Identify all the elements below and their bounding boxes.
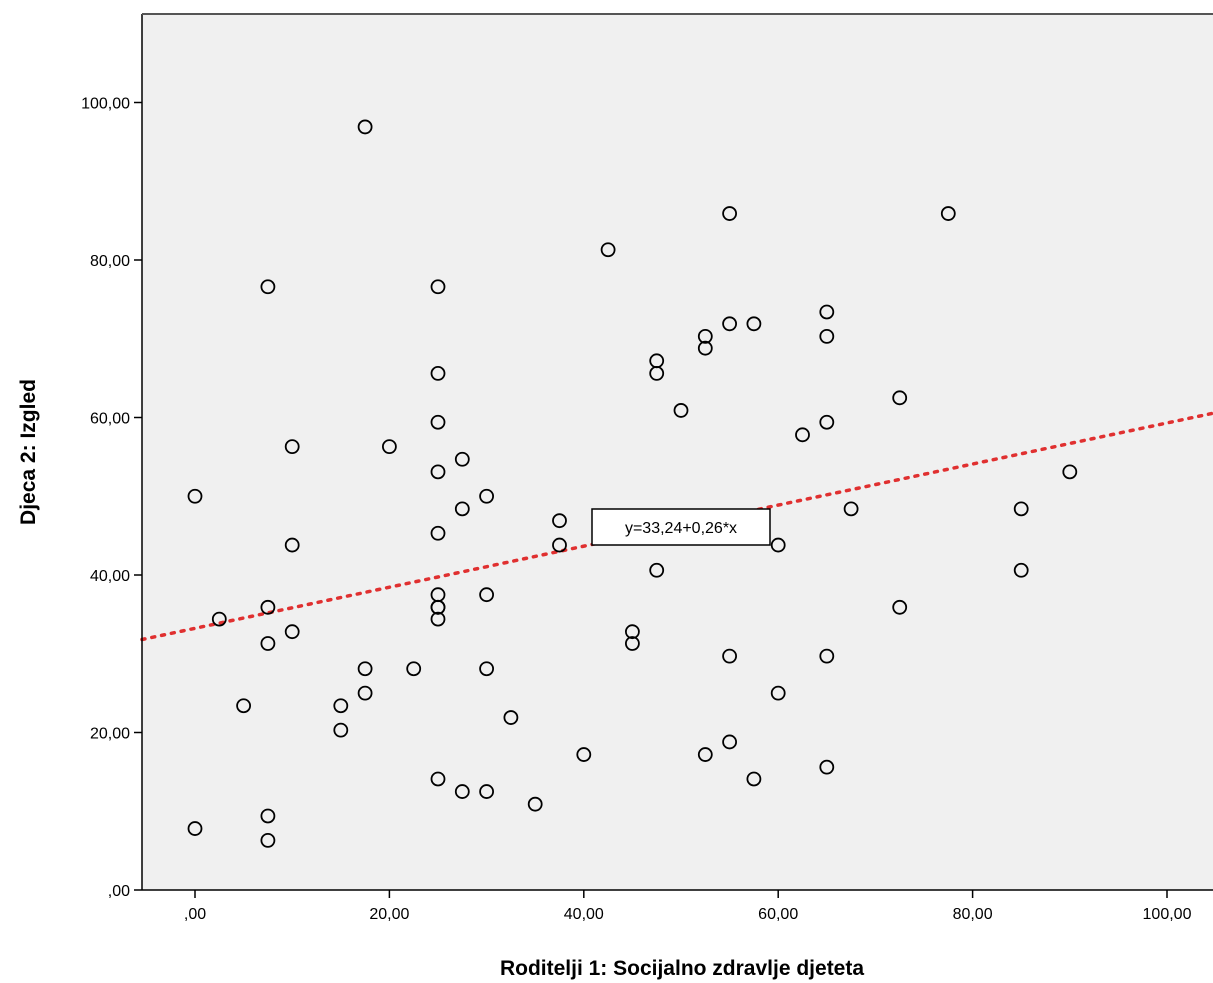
data-point: [357, 119, 373, 135]
y-tick-label: 80,00: [90, 253, 130, 270]
data-point: [357, 685, 373, 701]
data-point: [430, 611, 446, 627]
x-tick-label: 100,00: [1143, 906, 1192, 923]
fit-line: [140, 411, 1213, 642]
data-point: [260, 279, 276, 295]
data-point: [770, 685, 786, 701]
data-point: [722, 734, 737, 750]
data-point: [236, 698, 252, 714]
data-point: [1013, 501, 1029, 517]
data-point: [260, 808, 276, 824]
data-point: [284, 624, 300, 640]
data-point: [479, 488, 495, 504]
x-axis-title: Roditelji 1: Socijalno zdravlje djeteta: [500, 957, 864, 980]
fit-equation-box: [591, 508, 771, 546]
points-layer: [187, 119, 1078, 848]
data-point: [649, 562, 665, 578]
data-point: [527, 796, 543, 812]
data-point: [430, 599, 446, 615]
data-point: [722, 316, 737, 332]
fit-equation-annotation: y=33,24+0,26*x: [591, 508, 771, 546]
data-point: [211, 611, 227, 627]
data-point: [770, 537, 786, 553]
data-point: [1062, 464, 1078, 480]
data-point: [552, 513, 567, 529]
data-point: [406, 661, 422, 677]
data-point: [260, 599, 276, 615]
y-tick-label: ,00: [108, 883, 130, 900]
data-point: [576, 747, 592, 762]
data-point: [454, 501, 470, 517]
data-point: [746, 771, 762, 787]
x-tick-label: 80,00: [953, 906, 993, 923]
data-point: [1013, 562, 1029, 578]
data-point: [454, 784, 470, 799]
data-point: [187, 488, 203, 504]
data-point: [722, 206, 737, 221]
data-point: [430, 771, 446, 787]
plot-area: [142, 14, 1213, 890]
data-point: [600, 242, 616, 258]
data-point: [697, 747, 713, 762]
data-point: [819, 328, 835, 344]
y-tick-label: 60,00: [90, 411, 130, 428]
data-point: [649, 365, 665, 381]
data-point: [479, 661, 495, 677]
x-tick-label: ,00: [184, 906, 206, 923]
fit-equation-label: y=33,24+0,26*x: [625, 520, 737, 537]
data-point: [430, 279, 446, 295]
data-point: [625, 624, 640, 640]
data-point: [333, 698, 349, 714]
y-tick-label: 100,00: [81, 96, 130, 113]
data-point: [819, 304, 835, 320]
data-point: [697, 340, 713, 356]
x-tick-label: 20,00: [369, 906, 409, 923]
data-point: [722, 648, 737, 664]
axes: ,00 20,00 40,00 60,00 80,00 100,00 ,00 20,00 40,…: [81, 13, 1213, 923]
fit-line-layer: [140, 411, 1213, 642]
data-point: [503, 710, 519, 725]
data-point: [892, 390, 908, 406]
data-point: [746, 316, 762, 332]
data-point: [819, 414, 835, 430]
data-point: [843, 501, 859, 517]
data-point: [284, 537, 300, 553]
data-point: [260, 832, 276, 848]
data-point: [479, 784, 495, 799]
data-point: [430, 464, 446, 480]
data-point: [625, 636, 640, 651]
data-point: [697, 328, 713, 344]
data-point: [284, 439, 300, 455]
y-tick-label: 20,00: [90, 726, 130, 743]
data-point: [819, 648, 835, 664]
data-point: [454, 451, 470, 467]
data-point: [430, 365, 446, 381]
data-point: [187, 821, 203, 836]
data-point: [260, 636, 276, 651]
data-point: [333, 722, 349, 738]
data-point: [673, 403, 689, 418]
y-tick-label: 40,00: [90, 568, 130, 585]
data-point: [819, 759, 835, 775]
y-axis-title: Djeca 2: Izgled: [17, 379, 40, 525]
data-point: [430, 414, 446, 430]
data-point: [940, 206, 956, 221]
data-point: [892, 599, 908, 615]
x-tick-label: 40,00: [564, 906, 604, 923]
data-point: [552, 537, 567, 553]
x-tick-label: 60,00: [758, 906, 798, 923]
data-point: [795, 427, 810, 443]
data-point: [479, 587, 495, 603]
data-point: [430, 525, 446, 541]
data-point: [381, 439, 397, 455]
data-point: [357, 661, 373, 677]
